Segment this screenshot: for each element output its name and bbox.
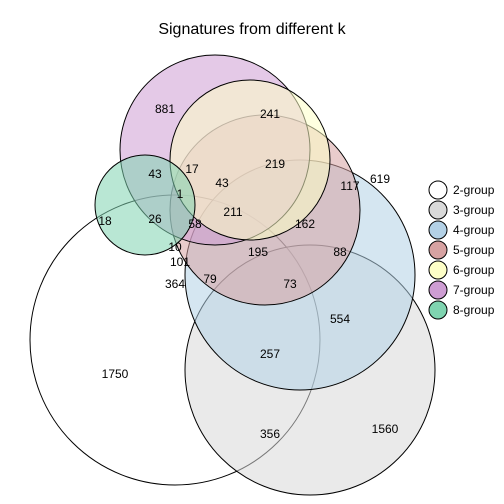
region-value: 356: [260, 427, 280, 441]
legend-swatch-g5: [429, 241, 447, 259]
legend: 2-group 3-group 4-group 5-group 6-group 7-gro…: [429, 181, 495, 319]
region-value: 257: [260, 347, 280, 361]
legend-label-g2: 2-group: [453, 183, 495, 197]
region-value: 1750: [102, 367, 129, 381]
region-value: 73: [283, 277, 297, 291]
region-value: 195: [248, 245, 268, 259]
region-value: 241: [260, 107, 280, 121]
region-value: 79: [203, 272, 217, 286]
chart-title: Signatures from different k: [158, 21, 346, 38]
region-value: 619: [370, 172, 390, 186]
region-value: 364: [165, 277, 185, 291]
region-value: 211: [223, 205, 242, 219]
legend-label-g8: 8-group: [453, 303, 495, 317]
region-value: 554: [330, 312, 350, 326]
region-value: 117: [340, 179, 359, 193]
region-value: 43: [215, 176, 229, 190]
region-value: 1560: [372, 422, 399, 436]
region-value: 43: [148, 167, 162, 181]
region-value: 88: [333, 245, 347, 259]
legend-label-g5: 5-group: [453, 243, 495, 257]
region-value: 1: [177, 187, 184, 201]
region-value: 26: [148, 212, 162, 226]
legend-swatch-g4: [429, 221, 447, 239]
legend-swatch-g3: [429, 201, 447, 219]
legend-swatch-g8: [429, 301, 447, 319]
legend-label-g6: 6-group: [453, 263, 495, 277]
legend-swatch-g2: [429, 181, 447, 199]
region-value: 101: [170, 255, 190, 269]
region-value: 162: [295, 217, 315, 231]
legend-label-g3: 3-group: [453, 203, 495, 217]
legend-label-g7: 7-group: [453, 283, 495, 297]
region-value: 18: [98, 214, 112, 228]
legend-label-g4: 4-group: [453, 223, 495, 237]
region-value: 219: [265, 157, 285, 171]
region-value: 17: [185, 162, 199, 176]
region-value: 58: [188, 217, 202, 231]
region-value: 881: [155, 102, 175, 116]
region-value: 10: [168, 240, 182, 254]
legend-swatch-g6: [429, 261, 447, 279]
legend-swatch-g7: [429, 281, 447, 299]
